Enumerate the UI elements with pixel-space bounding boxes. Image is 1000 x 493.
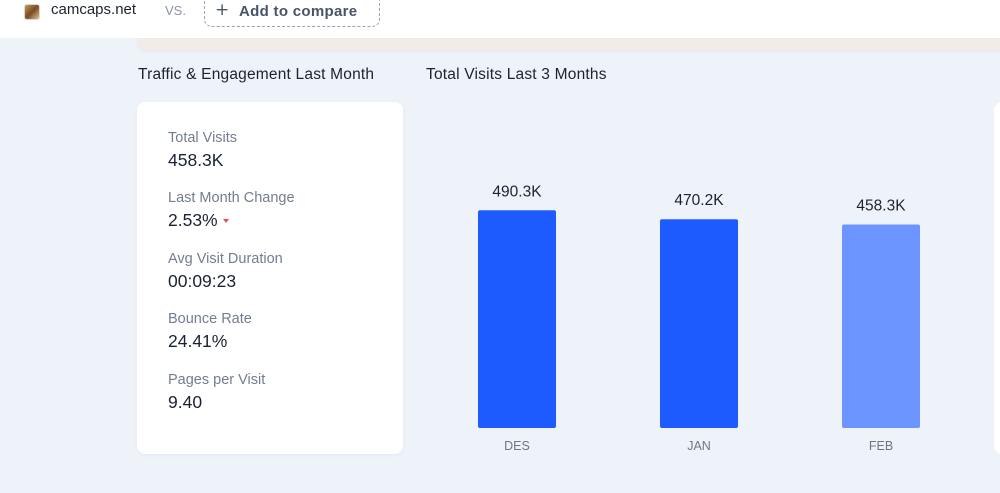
stat-value-text: 00:09:23 — [168, 271, 237, 291]
bar-value-label: 470.2K — [674, 192, 724, 209]
stat-value-text: 24.41% — [168, 331, 228, 351]
total-visits-title: Total Visits Last 3 Months — [426, 66, 607, 83]
bar-value-label: 490.3K — [492, 183, 542, 200]
stat-label: Avg Visit Duration — [168, 251, 283, 267]
total-visits-chart: 490.3K DES 470.2K JAN 458.3K FEB — [410, 100, 990, 470]
bar-feb[interactable] — [842, 224, 920, 428]
stat-label: Last Month Change — [168, 190, 295, 206]
category-label: DES — [504, 439, 530, 453]
stat-last-month-change: Last Month Change 2.53% — [168, 190, 295, 231]
site-name: camcaps.net — [51, 1, 137, 18]
category-label: JAN — [687, 439, 711, 453]
stat-label: Bounce Rate — [168, 311, 252, 327]
stat-pages-per-visit: Pages per Visit 9.40 — [168, 372, 265, 413]
stat-value: 24.41% — [168, 331, 252, 352]
stat-total-visits: Total Visits 458.3K — [168, 130, 237, 171]
stat-value: 458.3K — [168, 150, 237, 171]
stat-avg-visit-duration: Avg Visit Duration 00:09:23 — [168, 251, 283, 292]
trend-down-icon — [222, 219, 229, 223]
next-card-edge — [994, 102, 1000, 454]
traffic-engagement-title: Traffic & Engagement Last Month — [138, 66, 375, 83]
plus-icon: + — [215, 0, 230, 20]
stat-value-text: 9.40 — [168, 392, 203, 412]
stat-value: 00:09:23 — [168, 271, 283, 292]
stat-label: Pages per Visit — [168, 372, 266, 388]
site-favicon-icon — [24, 4, 40, 20]
add-to-compare-button[interactable]: + Add to compare — [204, 0, 380, 27]
header-panel-edge — [137, 38, 1000, 50]
category-label: FEB — [869, 439, 893, 453]
stat-bounce-rate: Bounce Rate 24.41% — [168, 311, 252, 352]
vs-label: VS. — [165, 3, 186, 18]
bar-value-label: 458.3K — [856, 198, 906, 215]
left-edge-fragment — [0, 10, 4, 16]
stat-value-text: 2.53% — [168, 210, 218, 230]
bar-des[interactable] — [478, 210, 556, 428]
engagement-stats-card: Total Visits 458.3K Last Month Change 2.… — [137, 102, 403, 454]
bar-chart-svg: 490.3K DES 470.2K JAN 458.3K FEB — [478, 183, 920, 453]
stat-label: Total Visits — [168, 130, 238, 146]
compare-bar: camcaps.net VS. + Add to compare — [0, 0, 1000, 38]
site-chip[interactable]: camcaps.net — [16, 0, 190, 27]
stat-value-text: 458.3K — [168, 150, 224, 170]
stat-value: 9.40 — [168, 392, 265, 413]
add-to-compare-label: Add to compare — [239, 3, 358, 20]
bar-jan[interactable] — [660, 219, 738, 428]
stat-value: 2.53% — [168, 210, 295, 231]
